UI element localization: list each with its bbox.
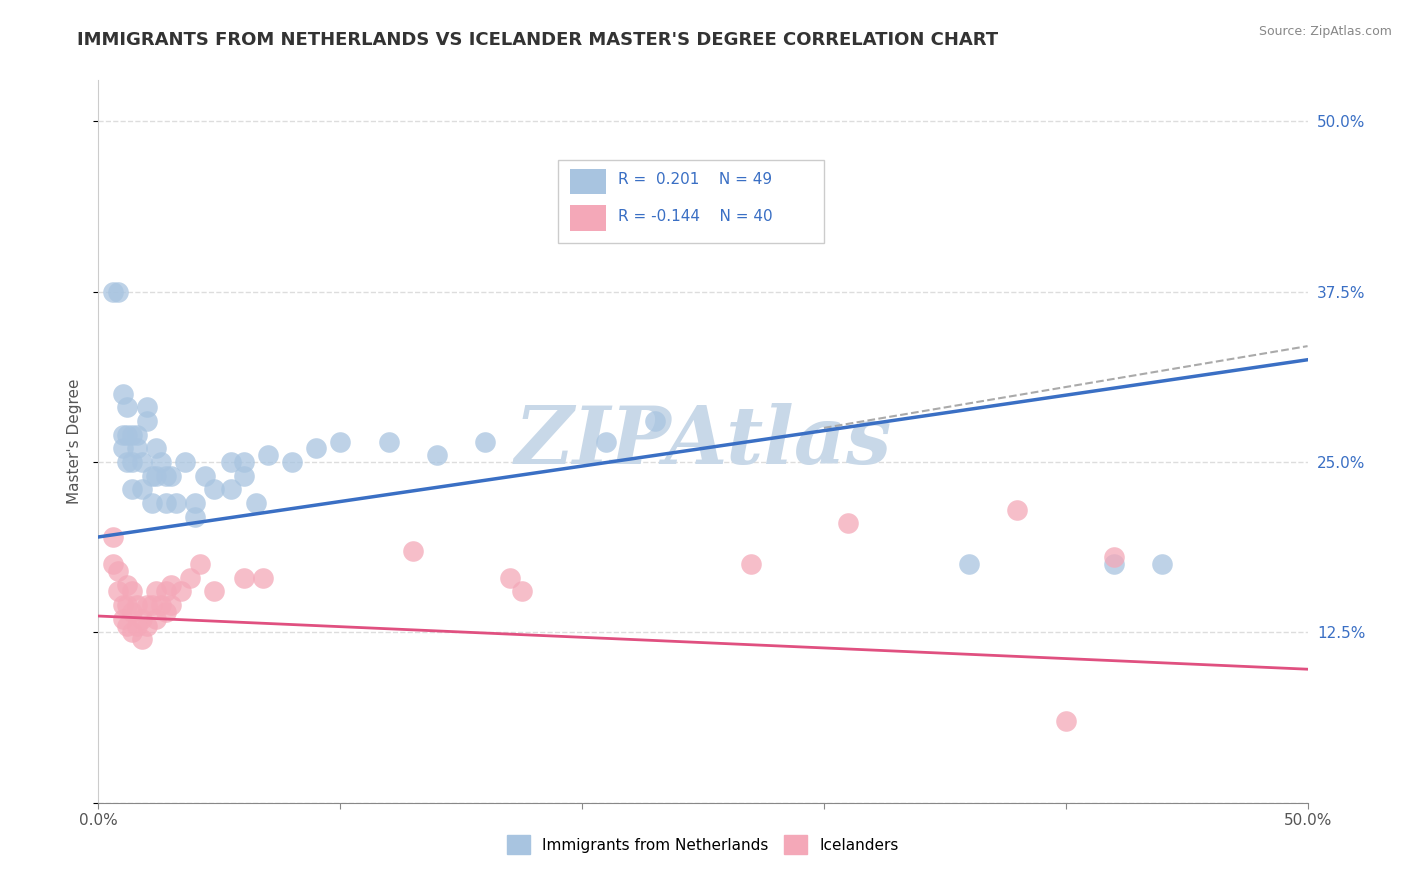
Point xyxy=(377,434,399,449)
Point xyxy=(155,496,177,510)
Point xyxy=(127,618,149,632)
Point xyxy=(644,414,666,428)
Point xyxy=(117,455,139,469)
Point xyxy=(256,448,278,462)
Point xyxy=(174,455,197,469)
Point xyxy=(101,558,124,572)
Point xyxy=(1102,550,1125,565)
Point xyxy=(194,468,217,483)
Point xyxy=(510,584,533,599)
Text: Source: ZipAtlas.com: Source: ZipAtlas.com xyxy=(1258,25,1392,38)
Point xyxy=(155,605,177,619)
Text: IMMIGRANTS FROM NETHERLANDS VS ICELANDER MASTER'S DEGREE CORRELATION CHART: IMMIGRANTS FROM NETHERLANDS VS ICELANDER… xyxy=(77,31,998,49)
Point xyxy=(141,468,163,483)
Point xyxy=(1152,558,1174,572)
Point xyxy=(131,482,153,496)
Point xyxy=(221,455,243,469)
Point xyxy=(121,605,143,619)
Point xyxy=(221,482,243,496)
Point xyxy=(111,612,134,626)
Point xyxy=(107,564,129,578)
Point xyxy=(127,427,149,442)
Point xyxy=(165,496,187,510)
Point xyxy=(179,571,201,585)
Point xyxy=(837,516,859,531)
Point xyxy=(131,612,153,626)
Point xyxy=(169,584,191,599)
Point xyxy=(204,584,226,599)
Text: R = -0.144    N = 40: R = -0.144 N = 40 xyxy=(619,209,773,224)
Point xyxy=(107,584,129,599)
Point xyxy=(281,455,304,469)
Point xyxy=(160,577,183,591)
Point xyxy=(232,455,254,469)
Point xyxy=(135,414,157,428)
Point xyxy=(150,598,173,612)
Point xyxy=(145,584,167,599)
Point xyxy=(184,509,207,524)
Point xyxy=(131,455,153,469)
Point xyxy=(232,468,254,483)
FancyBboxPatch shape xyxy=(558,160,824,243)
Point xyxy=(155,468,177,483)
Point xyxy=(111,387,134,401)
FancyBboxPatch shape xyxy=(569,169,606,194)
Point xyxy=(188,558,211,572)
Point xyxy=(121,584,143,599)
Point xyxy=(107,285,129,299)
Point xyxy=(101,530,124,544)
Point xyxy=(232,571,254,585)
Point xyxy=(141,598,163,612)
Point xyxy=(184,496,207,510)
Point xyxy=(121,455,143,469)
Point xyxy=(127,598,149,612)
Point xyxy=(329,434,352,449)
Point xyxy=(305,442,328,456)
Legend: Immigrants from Netherlands, Icelanders: Immigrants from Netherlands, Icelanders xyxy=(501,830,905,860)
Point xyxy=(402,543,425,558)
Point xyxy=(131,632,153,647)
Point xyxy=(111,427,134,442)
Point xyxy=(426,448,449,462)
Point xyxy=(121,625,143,640)
Point xyxy=(145,468,167,483)
Point xyxy=(245,496,267,510)
Point xyxy=(1007,502,1029,516)
Point xyxy=(117,401,139,415)
Point xyxy=(111,598,134,612)
Text: ZIPAtlas: ZIPAtlas xyxy=(515,403,891,480)
Point xyxy=(160,598,183,612)
Point xyxy=(1102,558,1125,572)
Point xyxy=(145,612,167,626)
Y-axis label: Master's Degree: Master's Degree xyxy=(67,379,83,504)
Point xyxy=(117,618,139,632)
Point xyxy=(252,571,274,585)
Point xyxy=(716,223,738,237)
Point xyxy=(121,482,143,496)
Point xyxy=(135,598,157,612)
Point xyxy=(155,584,177,599)
Point xyxy=(204,482,226,496)
Point xyxy=(117,427,139,442)
Point xyxy=(101,285,124,299)
Point xyxy=(135,401,157,415)
Point xyxy=(145,442,167,456)
Text: R =  0.201    N = 49: R = 0.201 N = 49 xyxy=(619,172,772,187)
Point xyxy=(498,571,520,585)
Point xyxy=(740,558,762,572)
Point xyxy=(595,434,617,449)
Point xyxy=(127,442,149,456)
Point xyxy=(474,434,496,449)
FancyBboxPatch shape xyxy=(569,205,606,230)
Point xyxy=(160,468,183,483)
Point xyxy=(150,455,173,469)
Point xyxy=(117,598,139,612)
Point xyxy=(141,496,163,510)
Point xyxy=(117,577,139,591)
Point xyxy=(135,618,157,632)
Point xyxy=(111,442,134,456)
Point xyxy=(1054,714,1077,728)
Point xyxy=(121,427,143,442)
Point xyxy=(957,558,980,572)
